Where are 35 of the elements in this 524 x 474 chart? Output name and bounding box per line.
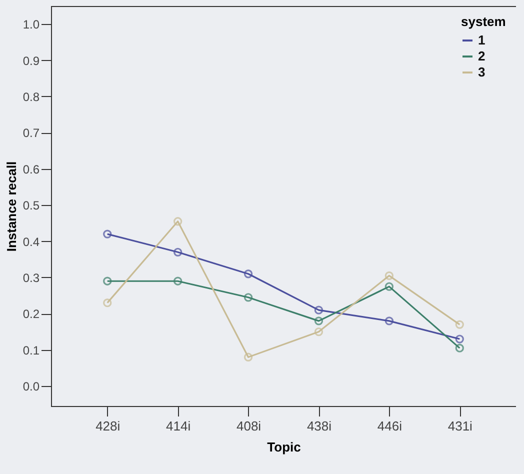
y-tick-label: 1.0	[22, 18, 40, 32]
x-tick-label: 446i	[377, 418, 402, 434]
point	[314, 316, 324, 326]
y-tick-label: 0.8	[22, 90, 40, 104]
y-tick-label: 0.7	[22, 126, 40, 140]
point	[173, 217, 182, 226]
x-tick-label: 408i	[236, 418, 262, 434]
y-tick-label: 0.5	[22, 198, 40, 213]
legend-label: 2	[478, 48, 486, 64]
y-tick-label: 0.9	[22, 54, 40, 68]
x-axis-title: Topic	[267, 440, 301, 454]
y-tick-label: 0.1	[22, 343, 40, 358]
x-tick-label: 431i	[448, 418, 473, 434]
x-tick-label: 438i	[306, 418, 332, 434]
point	[384, 271, 394, 280]
legend-label: 3	[478, 64, 486, 80]
point	[384, 316, 394, 326]
point	[384, 282, 394, 291]
point	[173, 248, 182, 256]
point	[314, 327, 324, 336]
y-tick-label: 0.4	[22, 234, 40, 249]
legend-label: 1	[478, 32, 486, 48]
y-tick-label: 0.2	[22, 307, 40, 322]
point	[314, 306, 324, 314]
y-tick-label: 0.6	[22, 162, 40, 176]
y-tick-label: 0.3	[22, 270, 40, 285]
point	[173, 276, 182, 286]
x-tick-label: 414i	[166, 418, 191, 434]
point	[244, 352, 253, 362]
y-axis-title: Instance recall	[4, 161, 19, 252]
point	[244, 293, 253, 302]
y-tick-label: 0.0	[22, 380, 40, 394]
x-tick-label: 428i	[96, 418, 120, 434]
legend-title: system	[461, 14, 506, 29]
point	[244, 270, 253, 278]
